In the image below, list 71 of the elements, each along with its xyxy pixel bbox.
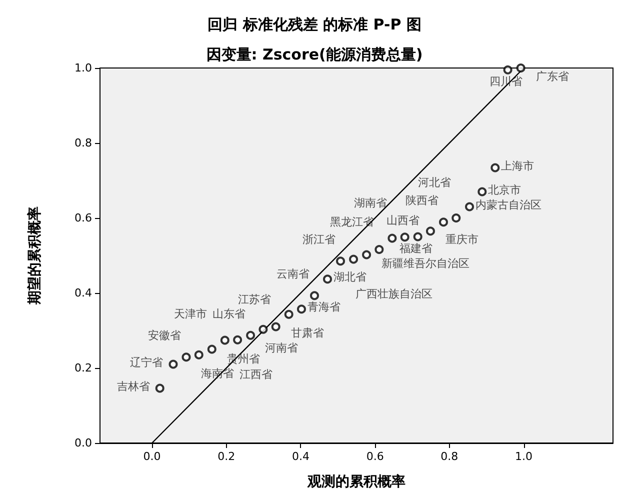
data-label: 新疆维吾尔自治区 [382,256,470,270]
point [388,234,397,243]
data-label: 江西省 [240,368,273,381]
point [426,226,435,236]
data-label: 浙江省 [302,233,336,246]
x-tick-label: 0.2 [218,450,236,463]
data-label: 福建省 [399,242,432,255]
point [296,304,306,314]
x-tick-label: 0.0 [143,450,161,463]
point [465,202,474,212]
data-label: 陕西省 [405,194,438,208]
point [168,360,178,369]
x-tick-label: 0.6 [366,450,384,463]
point [271,322,280,332]
data-label: 上海市 [501,159,534,172]
y-tick-label: 0.8 [74,136,92,150]
data-label: 安徽省 [148,329,182,342]
point [362,250,372,260]
data-label: 天津市 [174,307,207,320]
x-tick-label: 1.0 [515,450,533,463]
point [310,291,319,300]
point [207,344,216,354]
data-label: 内蒙古自治区 [476,198,542,212]
y-tick-label: 1.0 [74,62,92,74]
data-label: 江苏省 [238,292,271,306]
data-label: 湖北省 [334,270,367,284]
point [155,384,164,393]
data-label: 四川省 [489,74,522,88]
point [258,324,268,334]
y-tick-label: 0.4 [74,286,92,300]
point [490,163,500,172]
data-label: 湖南省 [354,196,388,210]
point [413,232,422,242]
data-label: 云南省 [276,268,310,281]
data-label: 青海省 [307,300,340,314]
data-label: 广东省 [536,70,569,83]
data-label: 河南省 [265,341,298,354]
data-label: 重庆市 [445,233,478,246]
x-tick-label: 0.8 [440,450,458,463]
data-label: 山西省 [386,214,420,228]
data-label: 河北省 [418,176,452,189]
data-label: 广西壮族自治区 [356,287,433,300]
point [336,256,346,266]
point [438,218,448,227]
data-label: 甘肃省 [290,326,324,340]
point [194,350,204,360]
point [233,335,242,344]
y-tick-label: 0.2 [74,362,92,374]
data-label: 山东省 [212,307,246,320]
point [220,336,230,345]
point [323,274,332,284]
point [284,310,294,319]
x-tick-label: 0.4 [292,450,310,463]
data-label: 辽宁省 [130,356,164,369]
point [452,214,461,222]
point [349,254,358,264]
point [478,187,487,196]
y-tick-label: 0.0 [74,436,92,450]
data-label: 吉林省 [116,380,150,393]
point [374,245,384,254]
data-label: 北京市 [488,183,522,196]
chart-title: 回归 标准化残差 的标准 P-P 图 [208,16,422,34]
y-tick-label: 0.6 [74,212,92,224]
point [400,232,410,242]
x-axis-title: 观测的累积概率 [306,473,406,490]
point [182,352,191,362]
point [503,65,512,74]
point [246,330,256,340]
y-axis-title: 期望的累积概率 [26,206,43,306]
chart-subtitle: 因变量: Zscore(能源消费总量) [206,46,423,64]
point [516,64,526,72]
